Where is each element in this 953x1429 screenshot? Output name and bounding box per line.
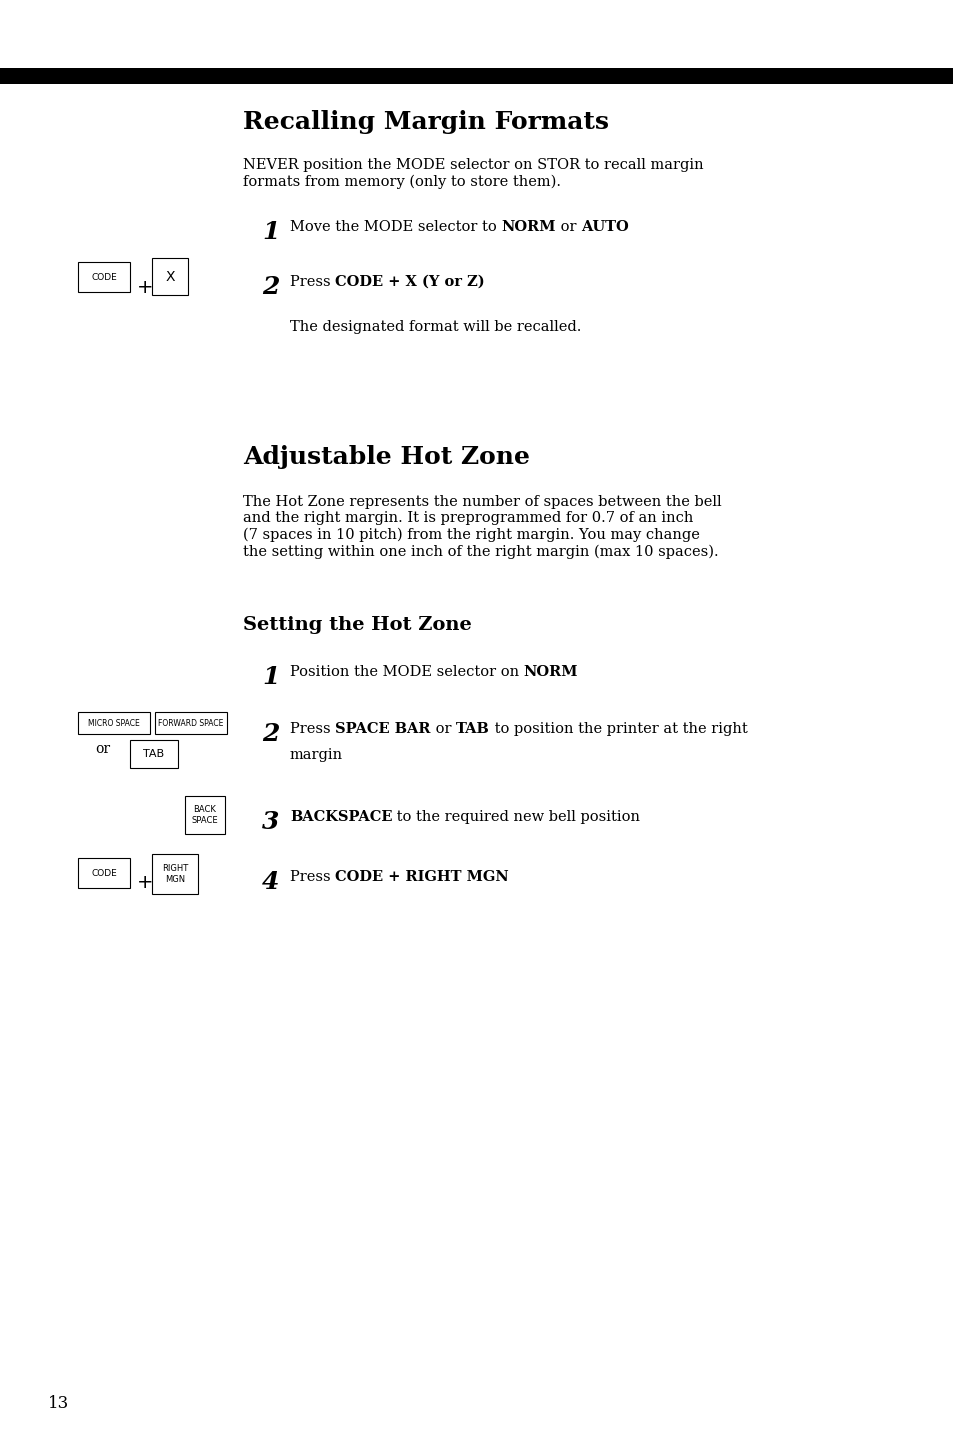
Text: CODE + X (Y or Z): CODE + X (Y or Z) <box>335 274 484 289</box>
Text: FORWARD SPACE: FORWARD SPACE <box>158 719 223 727</box>
Bar <box>152 855 198 895</box>
Bar <box>0 69 953 84</box>
Text: Adjustable Hot Zone: Adjustable Hot Zone <box>243 444 530 469</box>
Bar <box>78 857 130 887</box>
Bar <box>152 259 188 294</box>
Text: Press: Press <box>290 722 335 736</box>
Text: RIGHT
MGN: RIGHT MGN <box>162 865 188 883</box>
Text: Recalling Margin Formats: Recalling Margin Formats <box>243 110 608 134</box>
Bar <box>130 740 178 767</box>
Text: +: + <box>137 873 153 892</box>
Text: BACKSPACE: BACKSPACE <box>290 810 392 825</box>
Text: 2: 2 <box>262 274 279 299</box>
Text: NEVER position the MODE selector on STOR to recall margin
formats from memory (o: NEVER position the MODE selector on STOR… <box>243 159 703 189</box>
Text: CODE: CODE <box>91 273 117 282</box>
Text: The Hot Zone represents the number of spaces between the bell
and the right marg: The Hot Zone represents the number of sp… <box>243 494 720 559</box>
Bar <box>78 712 150 735</box>
Text: Setting the Hot Zone: Setting the Hot Zone <box>243 616 471 634</box>
Text: +: + <box>137 279 153 297</box>
Bar <box>154 712 227 735</box>
Text: X: X <box>165 270 174 283</box>
Text: 3: 3 <box>262 810 279 835</box>
Text: SPACE BAR: SPACE BAR <box>335 722 431 736</box>
Text: or: or <box>95 742 110 756</box>
Text: AUTO: AUTO <box>580 220 628 234</box>
Text: BACK
SPACE: BACK SPACE <box>192 806 218 825</box>
Text: 4: 4 <box>262 870 279 895</box>
Bar <box>78 262 130 292</box>
Text: CODE: CODE <box>91 869 117 877</box>
Text: 1: 1 <box>262 664 279 689</box>
Text: or: or <box>556 220 580 234</box>
Text: CODE + RIGHT MGN: CODE + RIGHT MGN <box>335 870 509 885</box>
Text: MICRO SPACE: MICRO SPACE <box>88 719 140 727</box>
Text: TAB: TAB <box>456 722 489 736</box>
Text: NORM: NORM <box>523 664 578 679</box>
Text: Press: Press <box>290 870 335 885</box>
Text: 2: 2 <box>262 722 279 746</box>
Text: The designated format will be recalled.: The designated format will be recalled. <box>290 320 580 334</box>
Text: TAB: TAB <box>143 749 164 759</box>
Text: 1: 1 <box>262 220 279 244</box>
Text: 13: 13 <box>48 1395 70 1412</box>
Bar <box>185 796 225 835</box>
Text: or: or <box>431 722 456 736</box>
Text: to the required new bell position: to the required new bell position <box>392 810 639 825</box>
Text: Press: Press <box>290 274 335 289</box>
Text: Position the MODE selector on: Position the MODE selector on <box>290 664 523 679</box>
Text: margin: margin <box>290 747 343 762</box>
Text: NORM: NORM <box>501 220 556 234</box>
Text: Move the MODE selector to: Move the MODE selector to <box>290 220 501 234</box>
Text: to position the printer at the right: to position the printer at the right <box>489 722 746 736</box>
